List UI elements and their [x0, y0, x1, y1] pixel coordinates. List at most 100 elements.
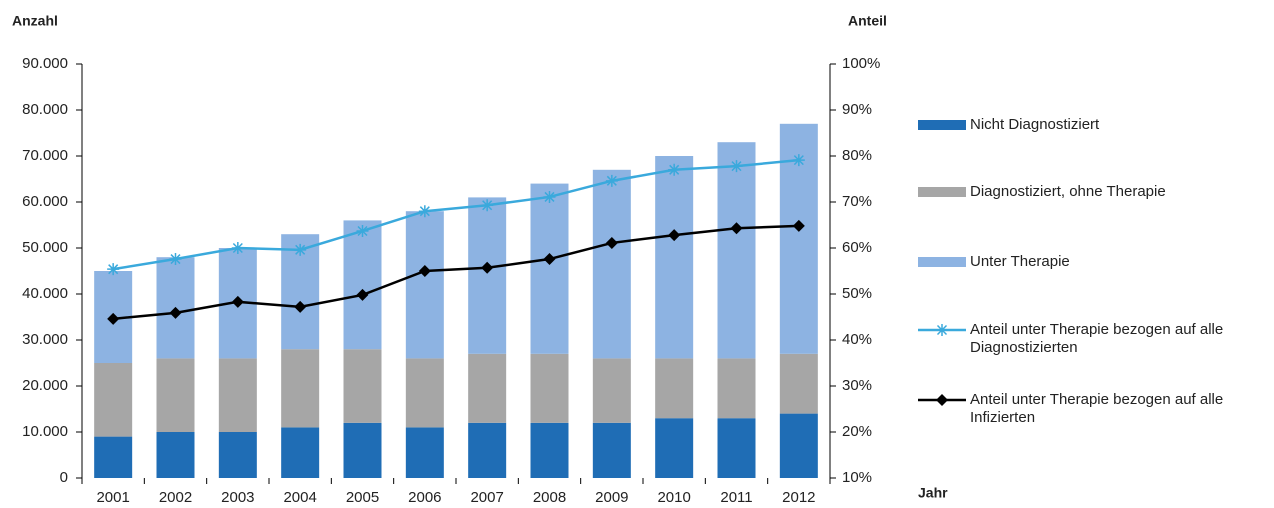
x-tick-label: 2005 — [346, 489, 379, 506]
bar-segment — [468, 422, 507, 478]
x-tick-label: 2001 — [96, 489, 129, 506]
legend-swatch — [918, 257, 966, 267]
point — [169, 253, 182, 266]
bar-segment — [592, 169, 631, 359]
x-tick-label: 2006 — [408, 489, 441, 506]
legend-label: Unter Therapie — [970, 253, 1070, 270]
x-tick-label: 2004 — [283, 489, 316, 506]
x-tick-label: 2003 — [221, 489, 254, 506]
bar-segment — [655, 156, 694, 359]
x-tick-label: 2008 — [533, 489, 566, 506]
x-tick-label: 2007 — [470, 489, 503, 506]
y-tick-label: 70.000 — [22, 147, 68, 164]
point — [605, 174, 618, 187]
bar-segment — [405, 211, 444, 359]
y-tick-label: 80.000 — [22, 101, 68, 118]
bar-segment — [717, 142, 756, 359]
bar-segment — [94, 436, 133, 478]
point — [730, 222, 743, 235]
bar-segment — [717, 418, 756, 478]
point — [730, 160, 743, 173]
point — [792, 219, 805, 232]
y2-tick-label: 90% — [842, 101, 872, 118]
bar-segment — [281, 427, 320, 478]
y-tick-label: 10.000 — [22, 423, 68, 440]
y-axis-title: Anzahl — [12, 13, 58, 29]
point — [543, 190, 556, 203]
x-axis-title: Jahr — [918, 485, 948, 501]
bar-segment — [592, 358, 631, 423]
y2-tick-label: 30% — [842, 377, 872, 394]
bar-segment — [343, 422, 382, 478]
x-tick-label: 2002 — [159, 489, 192, 506]
y2-tick-label: 80% — [842, 147, 872, 164]
point — [418, 205, 431, 218]
point — [107, 263, 120, 276]
point — [668, 163, 681, 176]
point — [294, 243, 307, 256]
y-tick-label: 40.000 — [22, 285, 68, 302]
bar-segment — [530, 353, 569, 423]
bar-segment — [592, 422, 631, 478]
y-tick-label: 0 — [60, 469, 68, 486]
y2-tick-label: 70% — [842, 193, 872, 210]
point — [231, 295, 244, 308]
legend-swatch — [918, 187, 966, 197]
bar-segment — [94, 363, 133, 437]
point — [481, 261, 494, 274]
y-tick-label: 90.000 — [22, 55, 68, 72]
bar-segment — [717, 358, 756, 419]
point — [356, 288, 369, 301]
y-tick-label: 30.000 — [22, 331, 68, 348]
y-tick-label: 20.000 — [22, 377, 68, 394]
bar-segment — [779, 353, 818, 414]
bar-segment — [156, 358, 195, 432]
x-tick-label: 2011 — [720, 489, 752, 506]
bar-segment — [281, 349, 320, 428]
point — [356, 224, 369, 237]
x-tick-label: 2010 — [657, 489, 690, 506]
y2-tick-label: 40% — [842, 331, 872, 348]
point — [936, 394, 948, 406]
bar-segment — [530, 422, 569, 478]
bar-segment — [156, 432, 195, 478]
line — [112, 158, 799, 271]
bar-segment — [779, 413, 818, 478]
point — [294, 300, 307, 313]
bar-segment — [405, 358, 444, 428]
bar-segment — [218, 432, 257, 478]
bar-segment — [218, 358, 257, 432]
bar-segment — [343, 349, 382, 423]
y-tick-label: 60.000 — [22, 193, 68, 210]
y2-tick-label: 20% — [842, 423, 872, 440]
x-tick-label: 2009 — [595, 489, 628, 506]
point — [481, 199, 494, 212]
y2-tick-label: 100% — [842, 55, 880, 72]
legend-label: Diagnostiziert, ohne Therapie — [970, 183, 1166, 200]
legend-swatch — [918, 120, 966, 130]
bar-segment — [343, 220, 382, 350]
legend-label: Anteil unter Therapie bezogen auf alle D… — [970, 321, 1224, 356]
bar-segment — [655, 358, 694, 419]
point — [418, 265, 431, 277]
bar-segment — [655, 418, 694, 478]
y-tick-label: 50.000 — [22, 239, 68, 256]
x-tick-label: 2012 — [782, 489, 815, 506]
point — [169, 306, 182, 319]
line — [113, 224, 799, 321]
bar-segment — [468, 353, 507, 423]
bar-segment — [468, 197, 507, 354]
bar-segment — [405, 427, 444, 478]
y2-tick-label: 10% — [842, 469, 872, 486]
point — [543, 253, 556, 266]
point — [231, 242, 244, 254]
legend-label: Anteil unter Therapie bezogen auf alle I… — [970, 391, 1224, 426]
point — [792, 154, 805, 167]
y2-axis-title: Anteil — [848, 13, 887, 29]
y2-tick-label: 50% — [842, 285, 872, 302]
bar-segment — [530, 183, 569, 354]
y2-tick-label: 60% — [842, 239, 872, 256]
point — [668, 229, 681, 242]
